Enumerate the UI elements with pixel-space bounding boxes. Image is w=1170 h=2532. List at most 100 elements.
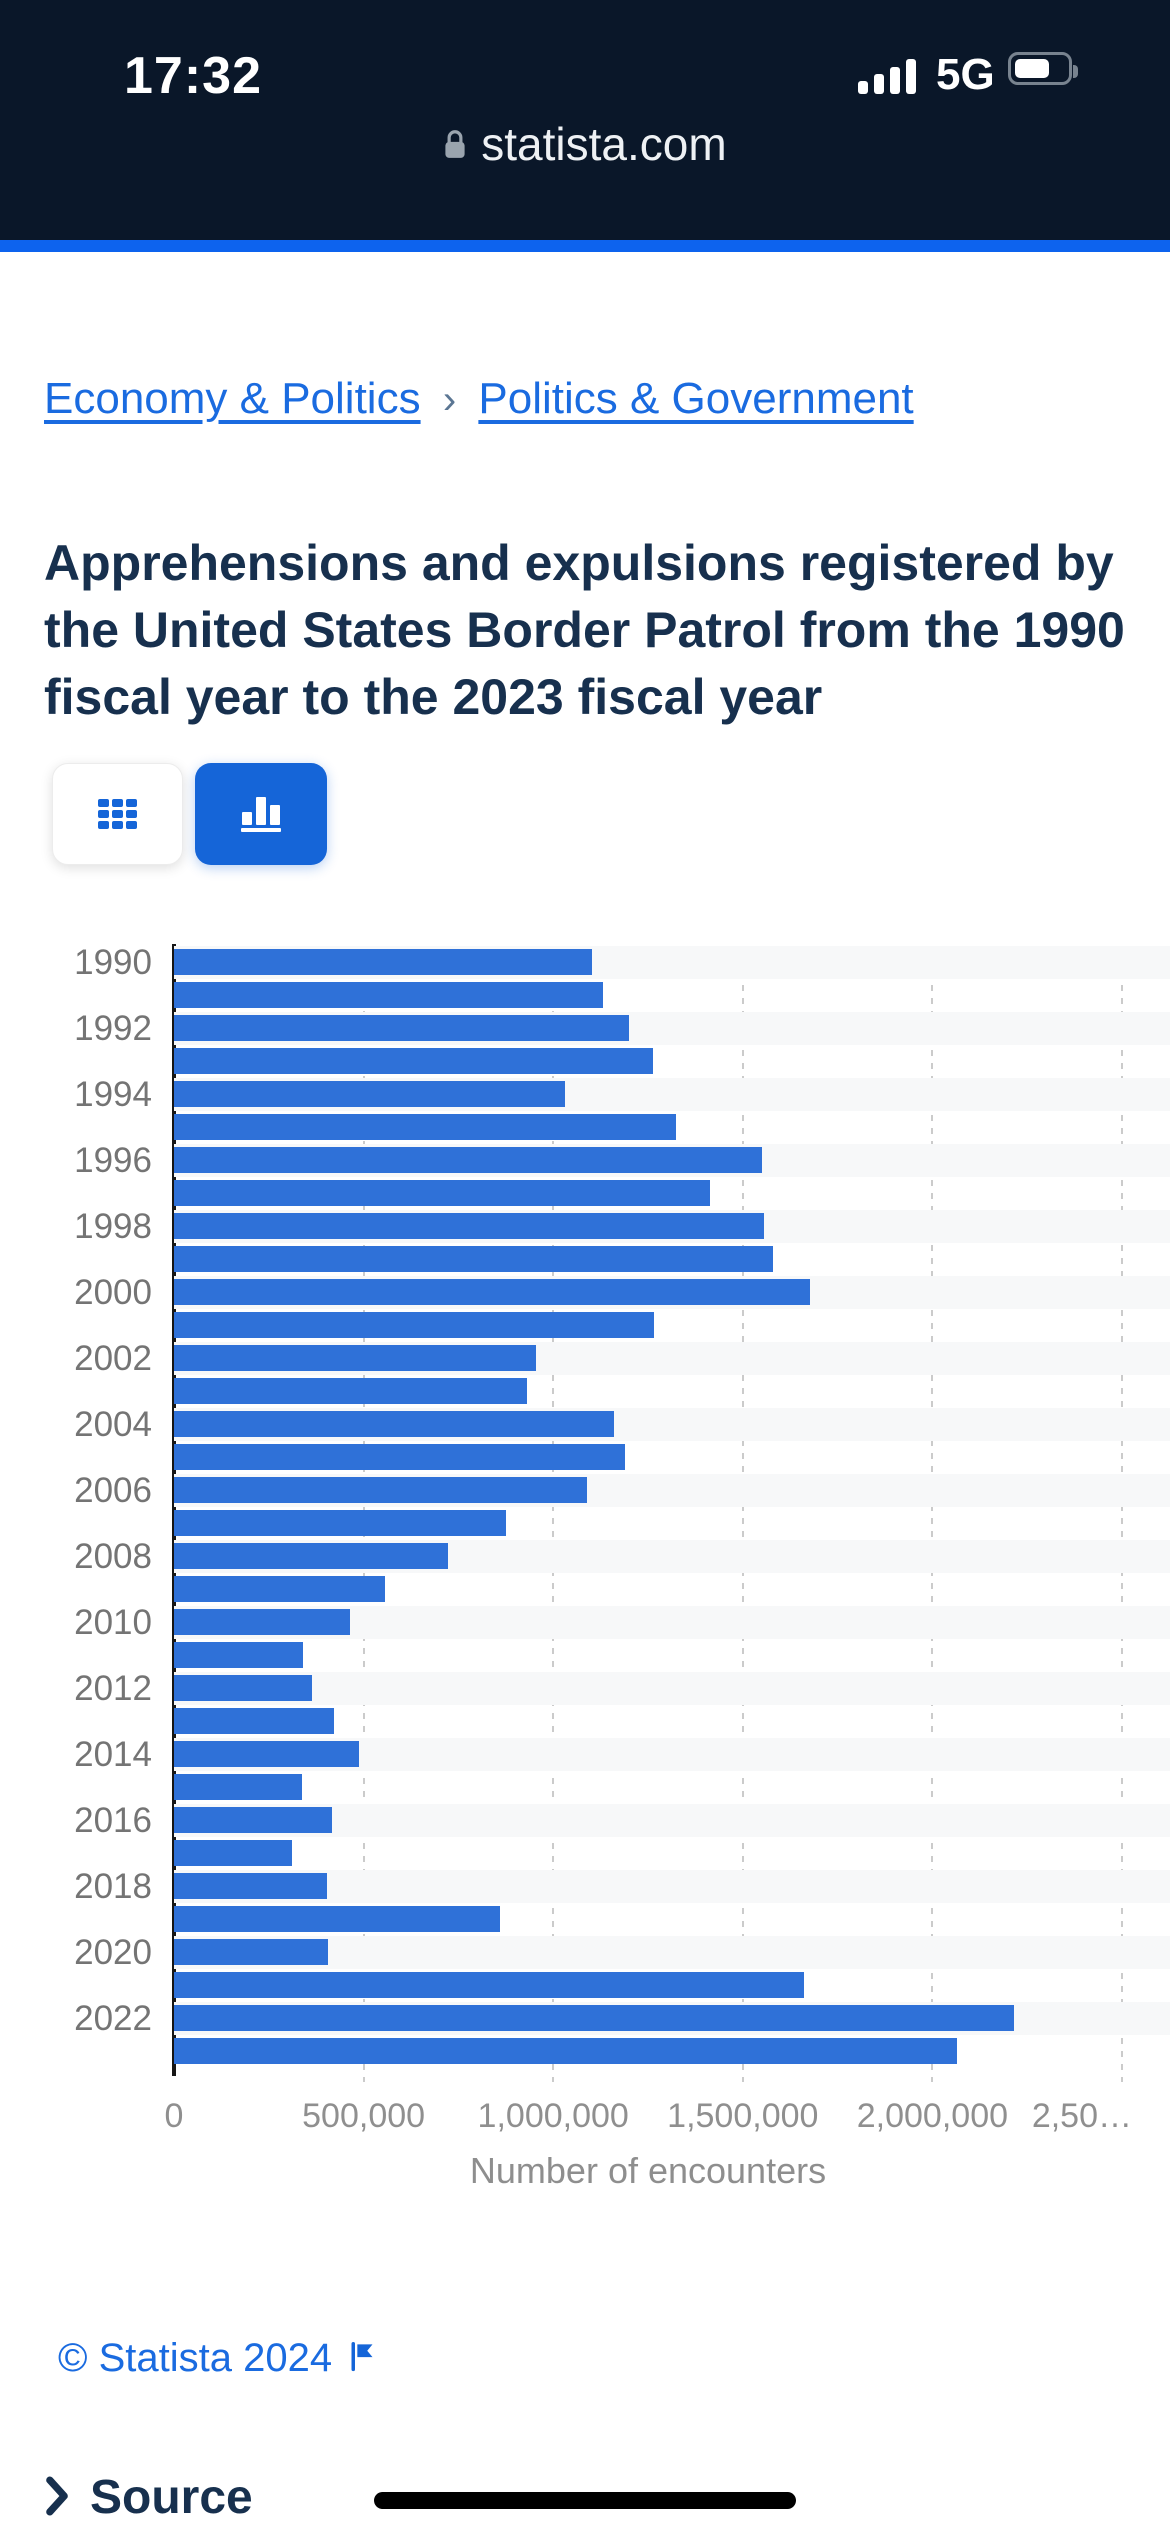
bar-2008[interactable] xyxy=(174,1543,449,1569)
x-axis-title: Number of encounters xyxy=(469,2150,827,2191)
chevron-right-icon xyxy=(44,2474,70,2523)
bar-2014[interactable] xyxy=(174,1741,359,1767)
x-axis-tick-labels: 0 500,000 1,000,000 1,500,000 2,000,000 2,50… xyxy=(165,2096,1170,2140)
chart-row-2019 xyxy=(174,1903,1170,1936)
grid-icon xyxy=(98,799,137,829)
bar-2005[interactable] xyxy=(174,1444,625,1470)
chart-row-2020: 2020 xyxy=(74,1935,1170,1970)
url-text: statista.com xyxy=(481,118,727,170)
home-indicator[interactable] xyxy=(374,2492,796,2509)
y-axis-label-1992: 1992 xyxy=(74,1009,152,1048)
copyright-row: © Statista 2024 xyxy=(58,2336,376,2381)
chart-row-1995 xyxy=(174,1111,1170,1144)
bar-2023[interactable] xyxy=(174,2038,957,2064)
url-bar[interactable]: statista.com xyxy=(0,118,1170,170)
row-stripe xyxy=(174,1672,1170,1705)
lock-icon xyxy=(443,128,467,160)
gridline xyxy=(1121,946,1123,2082)
bar-2004[interactable] xyxy=(174,1411,615,1437)
bar-1992[interactable] xyxy=(174,1015,629,1041)
table-view-button[interactable] xyxy=(52,763,183,865)
chart-row-1997 xyxy=(174,1177,1170,1210)
status-time: 17:32 xyxy=(124,47,262,105)
bar-2022[interactable] xyxy=(174,2005,1014,2031)
chart-row-2022: 2022 xyxy=(74,2001,1170,2036)
y-axis-label-1996: 1996 xyxy=(74,1141,152,1180)
chart-row-1990: 1990 xyxy=(74,945,1170,980)
bar-2003[interactable] xyxy=(174,1378,528,1404)
chart-row-1998: 1998 xyxy=(74,1209,1170,1244)
chart-row-2004: 2004 xyxy=(74,1407,1170,1442)
y-axis-label-2008: 2008 xyxy=(74,1537,152,1576)
chart-row-1992: 1992 xyxy=(74,1011,1170,1046)
x-tick-2: 1,000,000 xyxy=(477,2097,629,2135)
y-axis-label-2014: 2014 xyxy=(74,1735,152,1774)
network-type-label: 5G xyxy=(936,50,995,99)
bar-2016[interactable] xyxy=(174,1807,332,1833)
breadcrumb-link-politics-government[interactable]: Politics & Government xyxy=(478,374,914,423)
bar-2002[interactable] xyxy=(174,1345,537,1371)
y-axis-label-1998: 1998 xyxy=(74,1207,152,1246)
bar-2019[interactable] xyxy=(174,1906,500,1932)
flag-icon[interactable] xyxy=(348,2339,376,2378)
gridline xyxy=(741,946,744,2082)
bar-1995[interactable] xyxy=(174,1114,677,1140)
y-axis-label-2016: 2016 xyxy=(74,1801,152,1840)
breadcrumb-link-economy-politics[interactable]: Economy & Politics xyxy=(44,374,421,423)
chart-row-2014: 2014 xyxy=(74,1737,1170,1772)
bar-2011[interactable] xyxy=(174,1642,304,1668)
chart-row-2017 xyxy=(174,1837,1170,1870)
bar-1994[interactable] xyxy=(174,1081,566,1107)
bar-1991[interactable] xyxy=(174,982,604,1008)
chart-view-button[interactable] xyxy=(195,763,327,865)
row-stripe xyxy=(174,1870,1170,1903)
bar-2007[interactable] xyxy=(174,1510,507,1536)
bar-1999[interactable] xyxy=(174,1246,773,1272)
chart-row-2013 xyxy=(174,1705,1170,1738)
bar-1998[interactable] xyxy=(174,1213,764,1239)
y-axis-label-2006: 2006 xyxy=(74,1471,152,1510)
chart-row-2010: 2010 xyxy=(74,1605,1170,1640)
chart-row-2008: 2008 xyxy=(74,1539,1170,1574)
bar-2006[interactable] xyxy=(174,1477,587,1503)
bar-2009[interactable] xyxy=(174,1576,385,1602)
bar-1996[interactable] xyxy=(174,1147,762,1173)
page-title: Apprehensions and expulsions registered … xyxy=(44,534,1125,725)
cellular-signal-icon xyxy=(858,58,920,94)
bar-1990[interactable] xyxy=(174,949,593,975)
chart-row-1994: 1994 xyxy=(74,1077,1170,1112)
y-axis-label-1994: 1994 xyxy=(74,1075,152,1114)
bar-2000[interactable] xyxy=(174,1279,810,1305)
bar-2017[interactable] xyxy=(174,1840,292,1866)
bar-1997[interactable] xyxy=(174,1180,710,1206)
bar-2010[interactable] xyxy=(174,1609,350,1635)
bar-2015[interactable] xyxy=(174,1774,302,1800)
chart-row-2018: 2018 xyxy=(74,1869,1170,1904)
bar-2001[interactable] xyxy=(174,1312,655,1338)
bar-2020[interactable] xyxy=(174,1939,328,1965)
row-stripe xyxy=(174,1804,1170,1837)
y-axis-label-1990: 1990 xyxy=(74,943,152,982)
safari-header: 17:32 5G statista.com xyxy=(0,0,1170,240)
statista-copyright-link[interactable]: © Statista 2024 xyxy=(58,2336,333,2380)
chart-row-2000: 2000 xyxy=(74,1275,1170,1310)
bar-2013[interactable] xyxy=(174,1708,334,1734)
bar-2012[interactable] xyxy=(174,1675,313,1701)
chart-row-2009 xyxy=(174,1573,1170,1606)
bar-chart-icon xyxy=(241,796,281,832)
brand-accent-bar xyxy=(0,240,1170,252)
x-tick-4: 2,000,000 xyxy=(856,2097,1009,2135)
chart-row-2006: 2006 xyxy=(74,1473,1170,1508)
y-axis-label-2012: 2012 xyxy=(74,1669,152,1708)
bar-1993[interactable] xyxy=(174,1048,654,1074)
gridline xyxy=(931,946,934,2082)
chart-row-1999 xyxy=(174,1243,1170,1276)
bar-2018[interactable] xyxy=(174,1873,328,1899)
source-toggle[interactable]: Source xyxy=(44,2470,253,2526)
bar-2021[interactable] xyxy=(174,1972,805,1998)
chart-row-2011 xyxy=(174,1639,1170,1672)
chart-row-2012: 2012 xyxy=(74,1671,1170,1706)
y-axis-label-2020: 2020 xyxy=(74,1933,152,1972)
gridline xyxy=(552,946,555,2082)
